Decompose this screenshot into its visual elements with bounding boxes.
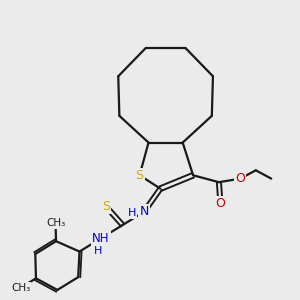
Text: H: H xyxy=(128,208,136,218)
Text: CH₃: CH₃ xyxy=(11,283,30,293)
Text: O: O xyxy=(215,197,225,210)
Text: H: H xyxy=(94,246,102,256)
Text: S: S xyxy=(102,200,110,213)
Text: NH: NH xyxy=(92,232,110,245)
Text: N: N xyxy=(140,205,149,218)
Text: S: S xyxy=(136,169,144,182)
Text: O: O xyxy=(236,172,245,185)
Text: CH₃: CH₃ xyxy=(46,218,65,228)
